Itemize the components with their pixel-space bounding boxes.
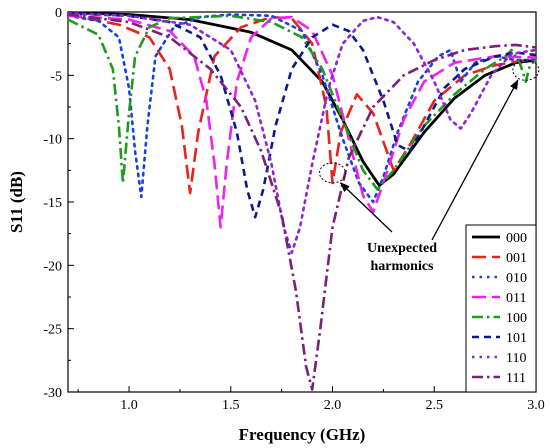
legend-label: 101 <box>506 331 527 346</box>
series-line-000 <box>67 11 537 187</box>
series-line-101 <box>67 12 537 219</box>
axis-ticks: 1.0 1.5 2.0 2.5 3.0 0 -5 -10 -15 -20 -25 -30 <box>43 6 544 413</box>
legend-label: 011 <box>506 291 526 306</box>
legend-label: 111 <box>506 371 526 386</box>
x-tick-label: 3.0 <box>527 398 545 413</box>
series-line-100 <box>67 14 537 191</box>
y-tick-label: -5 <box>50 69 62 84</box>
y-tick-label: -10 <box>43 133 62 148</box>
annotation-label: Unexpected <box>367 241 437 256</box>
y-tick-label: -15 <box>43 196 62 211</box>
legend-label: 000 <box>506 231 527 246</box>
legend-label: 100 <box>506 311 527 326</box>
annotation-layer: Unexpected harmonics <box>319 59 540 274</box>
annotation-arrow <box>339 182 393 233</box>
series-line-010 <box>66 13 538 204</box>
legend-label: 110 <box>506 351 526 366</box>
series-line-001 <box>67 13 536 195</box>
x-tick-label: 2.5 <box>426 398 444 413</box>
y-tick-label: 0 <box>55 6 62 21</box>
x-axis-title: Frequency (GHz) <box>239 425 366 444</box>
harmonic-circle <box>319 162 347 184</box>
x-tick-label: 2.0 <box>324 398 342 413</box>
series-layer <box>66 11 538 391</box>
legend-label: 010 <box>506 271 527 286</box>
legend: 000 001 010 011 100 101 110 111 <box>465 224 537 393</box>
y-tick-label: -20 <box>43 259 62 274</box>
y-tick-label: -25 <box>43 323 62 338</box>
x-tick-label: 1.5 <box>222 398 240 413</box>
harmonic-circle <box>512 59 540 81</box>
series-line-110 <box>66 12 538 254</box>
annotation-arrow <box>431 79 519 241</box>
legend-label: 001 <box>506 251 527 266</box>
y-tick-label: -30 <box>43 386 62 401</box>
annotation-label: harmonics <box>371 259 435 274</box>
legend-items: 000 001 010 011 100 101 110 111 <box>472 231 527 386</box>
x-tick-label: 1.0 <box>120 398 138 413</box>
legend-box <box>465 224 537 393</box>
series-line-011 <box>67 14 537 229</box>
y-axis-title: S11 (dB) <box>7 171 26 233</box>
